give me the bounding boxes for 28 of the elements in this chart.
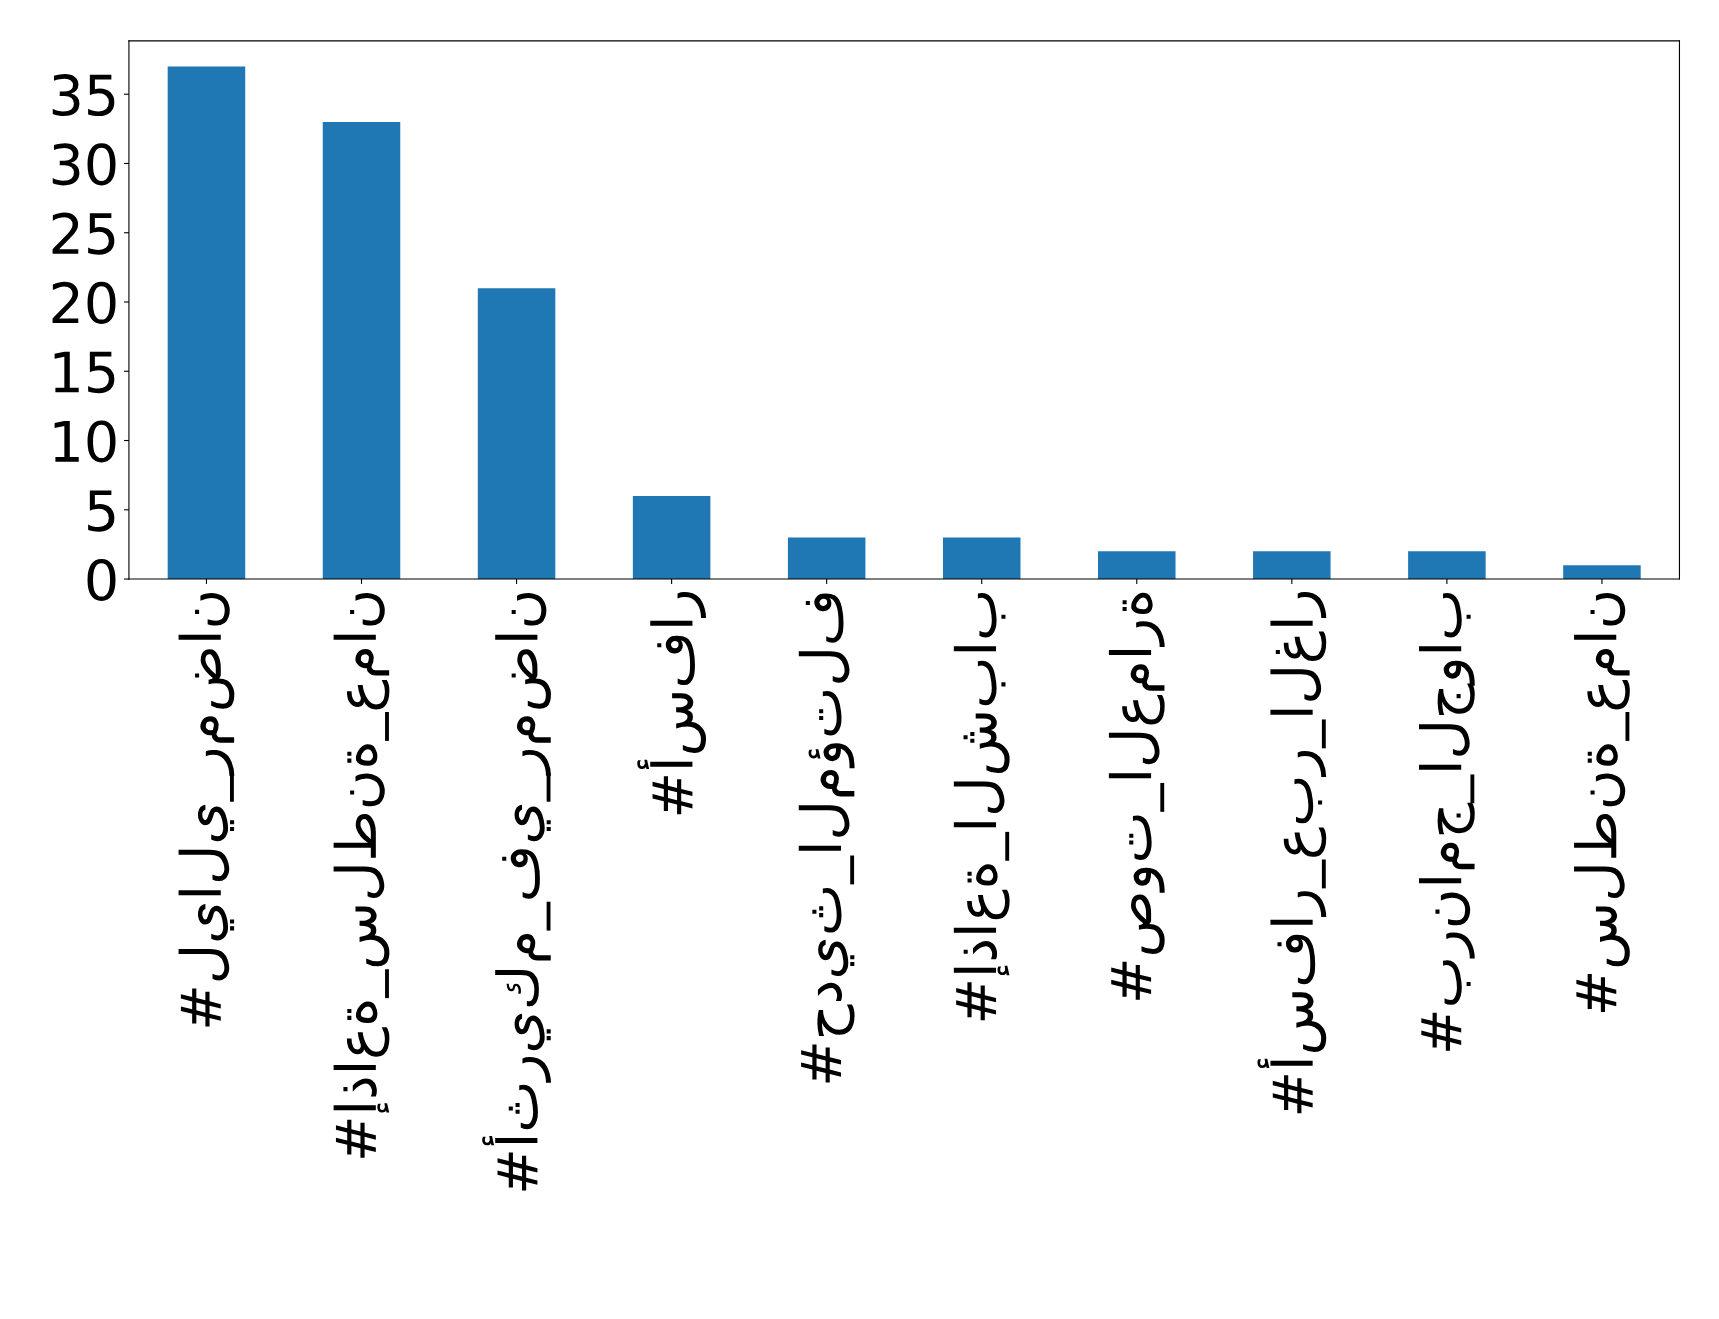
- y-tick-label: 5: [88, 490, 115, 532]
- bar: [1408, 551, 1486, 580]
- x-tick-label: #ليالي_رمضان: [178, 592, 235, 1027]
- y-tick-label: 35: [52, 74, 115, 117]
- x-tick-label: #صوت_العمارة: [1108, 592, 1165, 1000]
- y-tick-label: 10: [54, 420, 116, 463]
- x-tick-label: #إذاعة_الشباب: [953, 593, 1010, 1021]
- x-tick-label: #إذاعة_سلطنة_عمان: [333, 592, 390, 1158]
- x-tick-label: #سلطنة_عمان: [1574, 592, 1630, 1013]
- bar: [477, 288, 556, 580]
- bar: [1098, 551, 1176, 580]
- bar: [632, 495, 711, 580]
- bar: [322, 121, 401, 580]
- x-tick-label: #برنامج_الجواب: [1418, 593, 1475, 1051]
- x-tick-label: #أثريكم_في_رمضان: [482, 592, 551, 1191]
- y-tick-label: 15: [54, 351, 115, 394]
- y-tick-label: 30: [52, 143, 116, 186]
- x-tick-label: #أسفار: [637, 592, 707, 815]
- bar: [787, 537, 866, 580]
- bar: [1253, 551, 1331, 580]
- y-tick-label: 25: [52, 212, 115, 255]
- x-tick-label: #حديث_المؤتلف: [798, 593, 855, 1083]
- bar: [942, 537, 1021, 580]
- y-tick-label: 0: [87, 558, 116, 601]
- bar: [1563, 565, 1641, 580]
- bar: [167, 66, 246, 580]
- y-tick-label: 20: [52, 281, 116, 324]
- x-tick-label: #أسفار_عبر_الغار: [1257, 592, 1327, 1114]
